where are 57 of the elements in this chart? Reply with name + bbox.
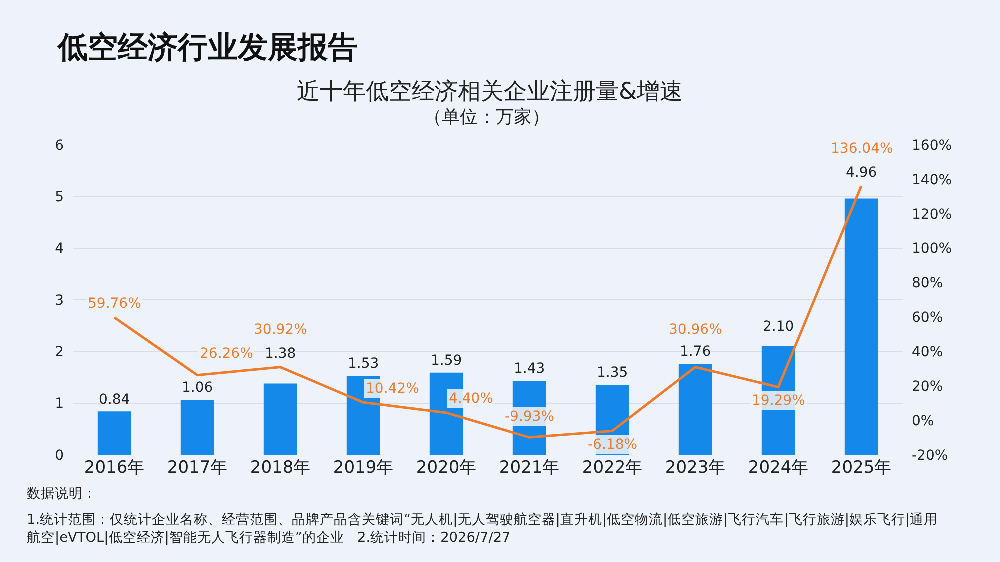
chart-subtitle: 近十年低空经济相关企业注册量&增速 [297, 79, 683, 105]
data-label: 4.96 [846, 165, 878, 181]
y2-tick-label: 140% [912, 172, 952, 188]
data-label: 30.92% [254, 322, 308, 338]
y-tick-label: 2 [55, 344, 64, 361]
data-label: 1.76 [680, 344, 712, 360]
data-label: 4.40% [449, 391, 494, 407]
y-tick-label: 4 [55, 241, 64, 258]
data-label: 1.59 [431, 353, 462, 369]
data-label: -6.18% [588, 437, 638, 453]
data-label: 1.43 [514, 361, 546, 377]
bar [678, 364, 712, 455]
data-label: 136.04% [831, 141, 894, 157]
text: 数据说明： [27, 486, 97, 502]
y2-tick-label: 60% [912, 310, 944, 326]
y-tick-label: 3 [55, 292, 64, 309]
bar [264, 384, 298, 455]
chart-title: 低空经济行业发展报告 [57, 30, 358, 66]
y2-tick-label: 160% [912, 138, 952, 154]
data-label: 2.10 [763, 319, 794, 335]
x-tick-label: 2016年 [84, 458, 145, 478]
y2-tick-label: 20% [912, 379, 944, 396]
data-label: -9.93% [505, 409, 555, 425]
text: （单位：万家） [424, 107, 550, 128]
data-label: 26.26% [200, 346, 254, 362]
data-label: 59.76% [88, 296, 142, 312]
y2-tick-label: 80% [912, 276, 944, 292]
bar [98, 412, 132, 455]
y2-tick-label: 0% [912, 413, 934, 430]
text: 1.统计范围：仅统计企业名称、经营范围、品牌产品含关键词“无人机|无人驾驶航空器|直升机|低空物流|低空旅游|飞行汽车|飞行旅游|娱乐飞行|通用航空|eVTOL|低空经济|智能无人飞行器制造”的企业 2.统计时间：2026/7/27 [27, 512, 938, 546]
x-tick-label: 2025年 [831, 458, 892, 478]
y-tick-label: 6 [55, 138, 64, 154]
x-tick-label: 2017年 [167, 458, 228, 478]
data-label: 0.84 [99, 392, 130, 408]
bar [844, 198, 878, 455]
y2-tick-label: -20% [912, 448, 948, 464]
data-label: 19.29% [752, 393, 806, 409]
y-tick-label: 5 [55, 190, 64, 206]
y2-tick-label: 40% [912, 344, 944, 361]
x-tick-label: 2023年 [665, 458, 726, 478]
x-tick-label: 2018年 [250, 458, 311, 478]
y-tick-label: 1 [55, 396, 64, 412]
data-label: 1.38 [265, 346, 296, 362]
data-label: 10.42% [366, 381, 420, 397]
x-tick-label: 2024年 [748, 458, 809, 478]
data-label: 1.53 [348, 356, 380, 372]
x-tick-label: 2020年 [416, 458, 477, 478]
x-tick-label: 2022年 [582, 458, 643, 478]
y2-tick-label: 120% [912, 206, 952, 223]
data-label: 1.35 [597, 365, 628, 381]
data-label: 30.96% [669, 322, 722, 338]
y2-tick-label: 100% [912, 241, 952, 258]
bar [180, 400, 214, 455]
x-tick-label: 2019年 [333, 458, 394, 478]
y-tick-label: 0 [55, 448, 64, 464]
x-tick-label: 2021年 [499, 458, 560, 478]
data-label: 1.06 [182, 380, 214, 396]
